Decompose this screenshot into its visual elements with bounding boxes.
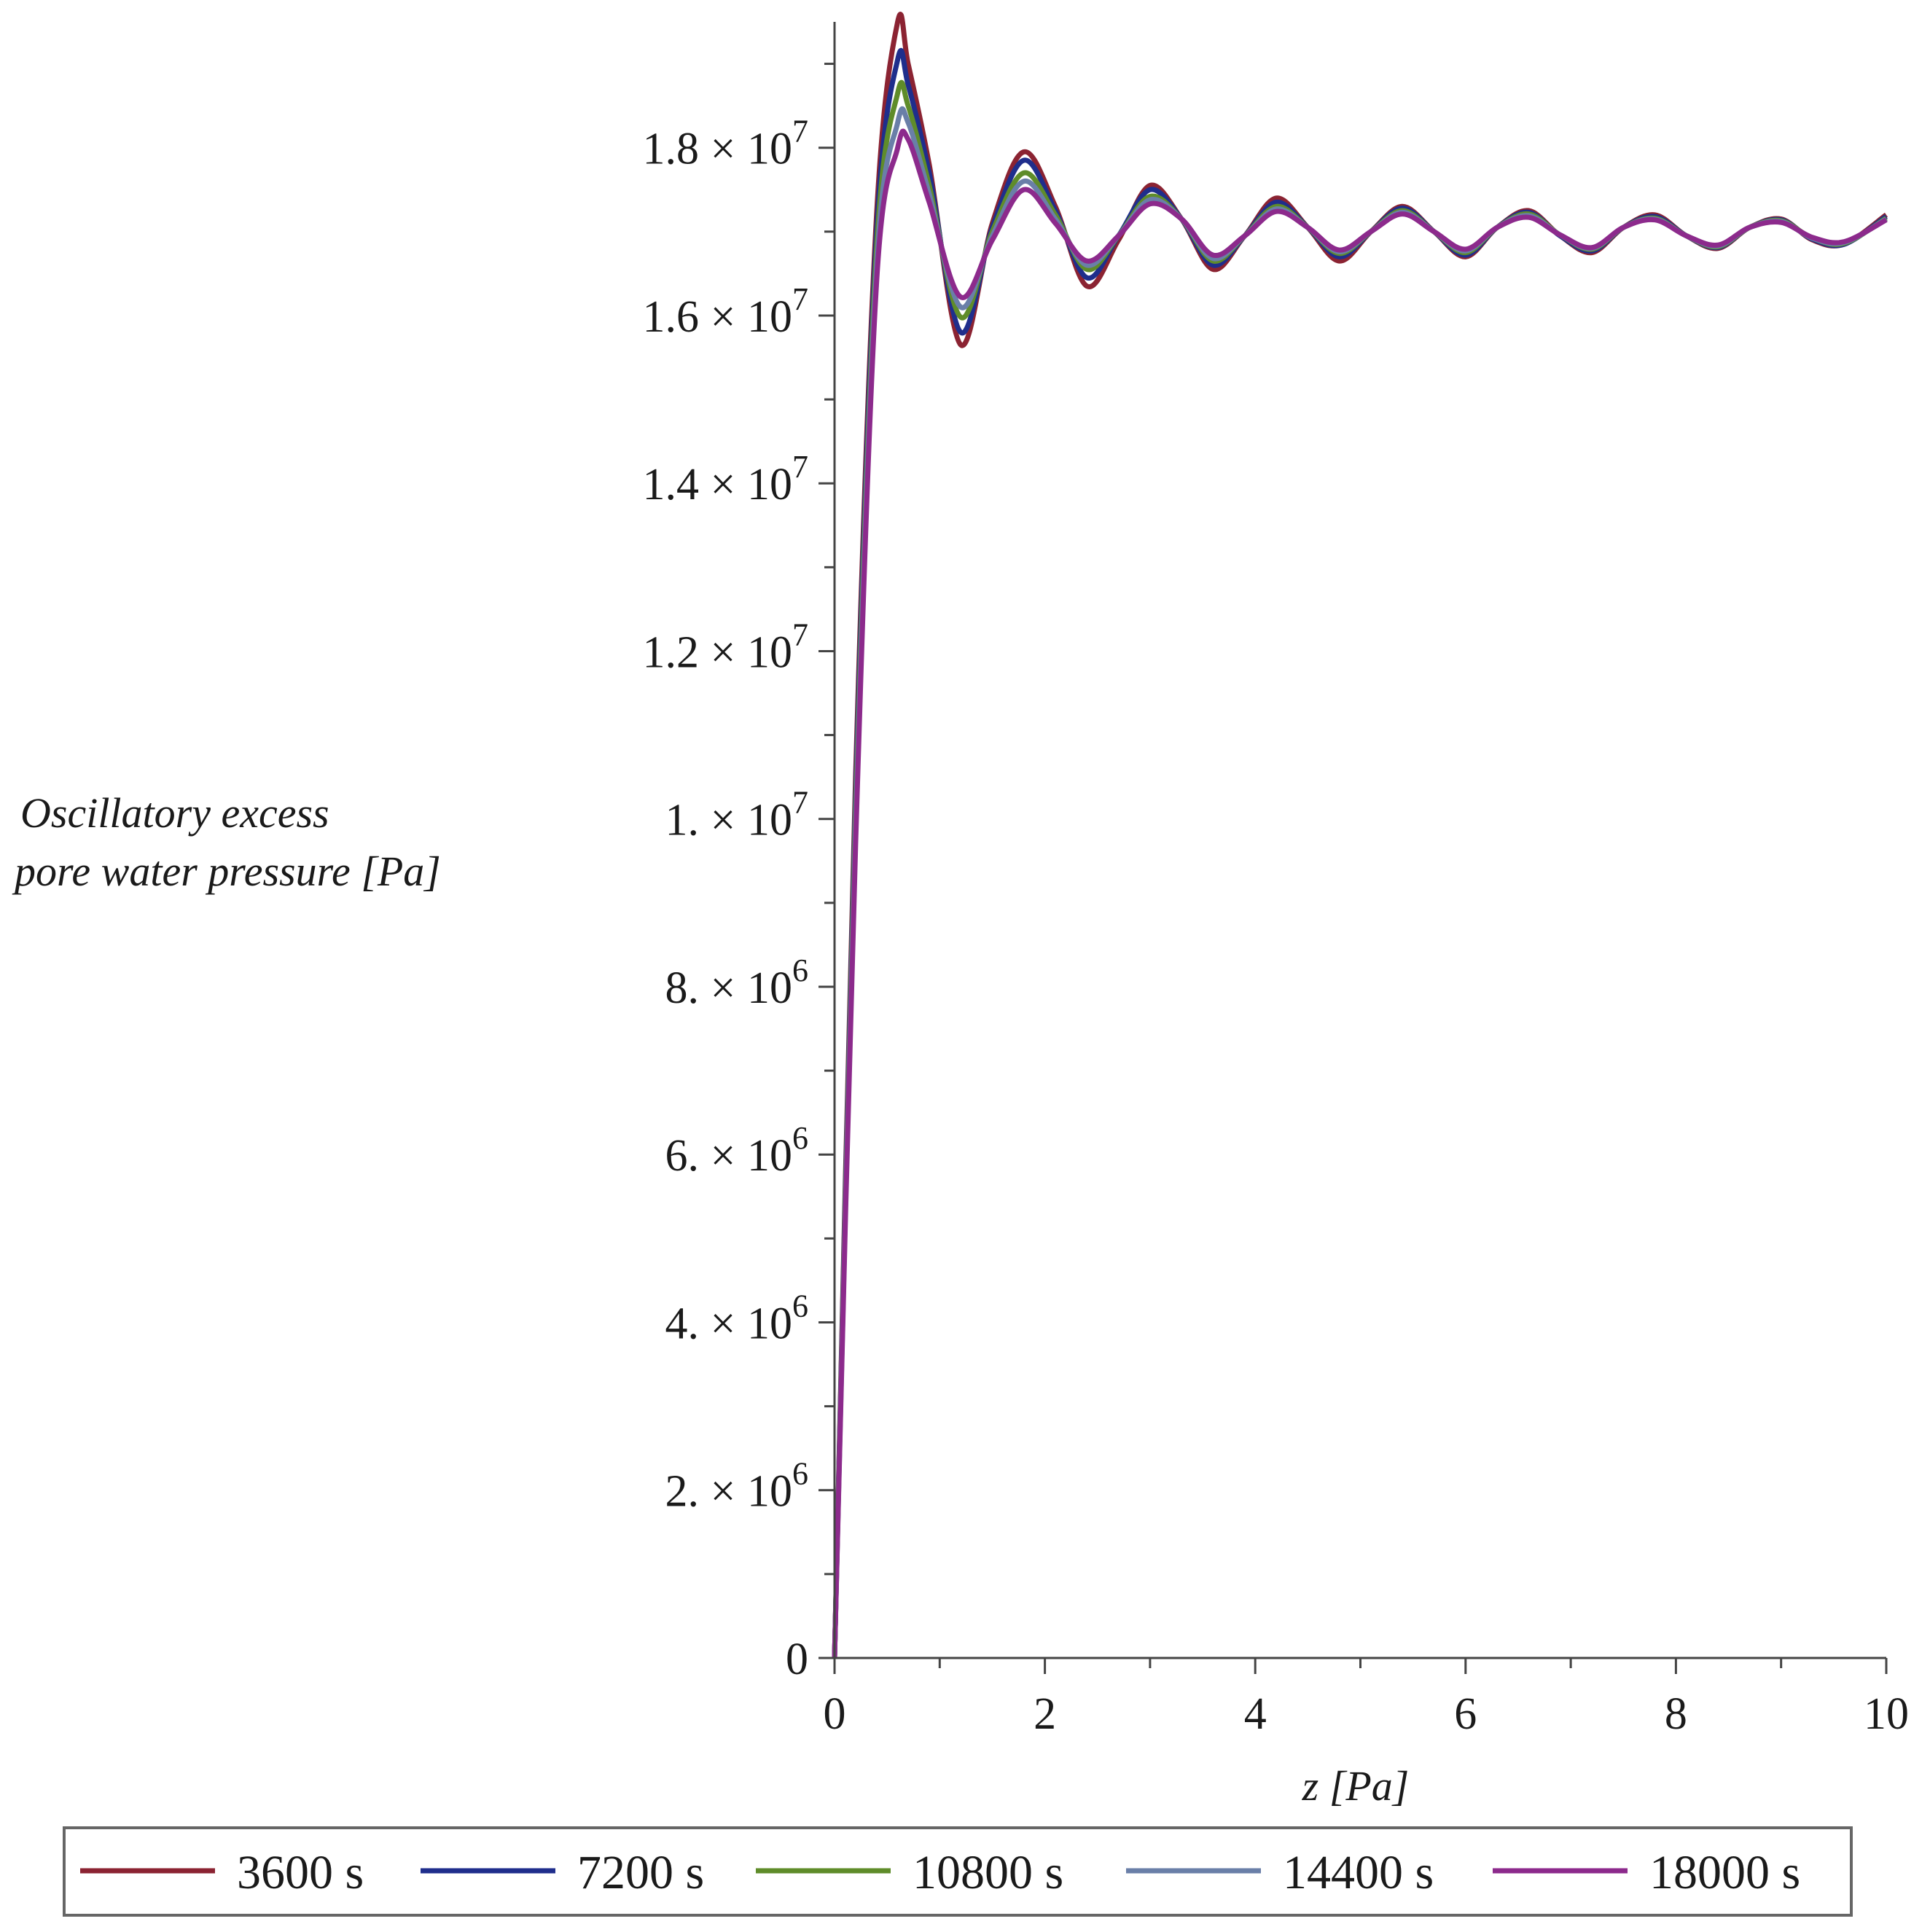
y-tick-label: 1.4 × 107 — [643, 449, 808, 509]
y-tick-label: 1.2 × 107 — [643, 617, 808, 677]
axes: 0 2 4 6 8 10 0 2. × 106 4. × 106 6. × 106 8. × 106… — [643, 22, 1909, 1739]
y-tick-label: 2. × 106 — [665, 1456, 808, 1517]
y-axis-title-line-2: pore water pressure [Pa] — [12, 848, 441, 895]
x-tick-label: 4 — [1244, 1689, 1267, 1739]
x-tick-label: 6 — [1454, 1689, 1477, 1739]
x-tick-label: 0 — [824, 1689, 846, 1739]
y-tick-label: 8. × 106 — [665, 953, 808, 1013]
x-tick-label: 10 — [1864, 1689, 1909, 1739]
y-axis-title-line-1: Oscillatory excess — [20, 789, 329, 837]
y-tick-label: 6. × 106 — [665, 1120, 808, 1181]
series-line-2 — [832, 47, 1888, 1659]
y-axis-title: Oscillatory excess pore water pressure [… — [12, 789, 441, 895]
series-lines — [832, 12, 1888, 1659]
x-tick-label: 8 — [1665, 1689, 1687, 1739]
legend: 3600 s 7200 s 10800 s 14400 s 18000 s — [63, 1826, 1853, 1917]
legend-label: 18000 s — [1649, 1846, 1800, 1899]
legend-label: 7200 s — [577, 1846, 704, 1899]
y-tick-label: 1.6 × 107 — [643, 281, 808, 342]
x-axis-title: z [Pa] — [1302, 1762, 1410, 1810]
series-line-4 — [832, 106, 1888, 1659]
y-tick-label: 0 — [786, 1635, 808, 1684]
series-line-5 — [832, 128, 1888, 1659]
legend-label: 10800 s — [913, 1846, 1063, 1899]
y-tick-label: 1. × 107 — [665, 785, 808, 845]
legend-label: 3600 s — [237, 1846, 364, 1899]
y-tick-label: 4. × 106 — [665, 1288, 808, 1348]
y-tick-label: 1.8 × 107 — [643, 114, 808, 174]
x-tick-label: 2 — [1034, 1689, 1056, 1739]
series-line-1 — [832, 12, 1888, 1659]
legend-label: 14400 s — [1283, 1846, 1434, 1899]
series-line-3 — [832, 79, 1888, 1659]
